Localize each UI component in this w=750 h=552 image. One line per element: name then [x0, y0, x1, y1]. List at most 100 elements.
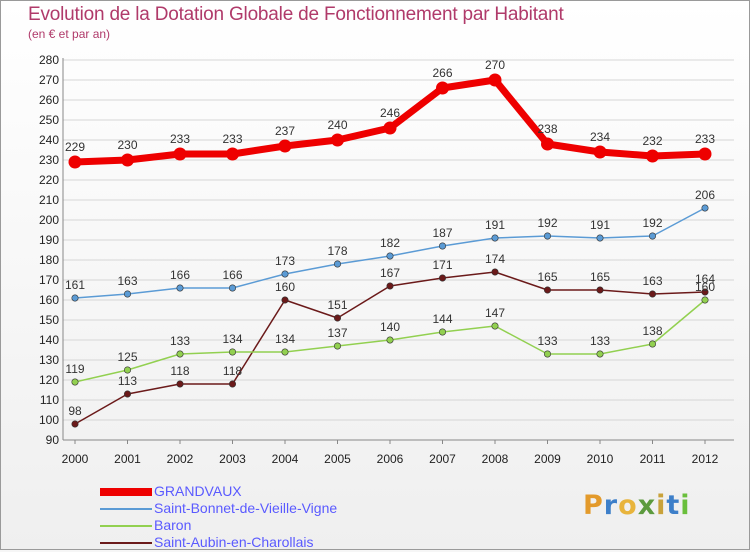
data-point: [333, 260, 341, 268]
data-point: [701, 296, 709, 304]
data-point: [281, 270, 289, 278]
y-tick-label: 150: [39, 313, 59, 327]
data-label: 140: [380, 320, 400, 334]
x-tick-label: 2008: [482, 452, 509, 466]
y-tick-label: 170: [39, 273, 59, 287]
data-label: 233: [170, 132, 190, 146]
legend-swatch: [100, 488, 152, 496]
x-tick-label: 2006: [377, 452, 404, 466]
data-label: 178: [327, 244, 347, 258]
data-label: 233: [222, 132, 242, 146]
data-point: [543, 286, 551, 294]
data-point: [543, 350, 551, 358]
legend-swatch: [100, 542, 152, 544]
data-point: [229, 380, 237, 388]
data-label: 118: [170, 364, 189, 378]
data-point: [173, 147, 187, 161]
y-tick-label: 110: [40, 393, 59, 407]
data-label: 270: [485, 58, 505, 72]
data-label: 119: [65, 362, 84, 376]
y-tick-label: 200: [39, 213, 59, 227]
data-label: 192: [537, 216, 557, 230]
data-point: [488, 73, 502, 87]
data-label: 192: [642, 216, 662, 230]
data-point: [543, 232, 551, 240]
data-label: 98: [68, 404, 82, 418]
data-point: [438, 242, 446, 250]
data-point: [333, 342, 341, 350]
data-point: [71, 420, 79, 428]
data-label: 191: [485, 218, 505, 232]
data-label: 133: [590, 334, 610, 348]
y-tick-label: 100: [39, 413, 59, 427]
y-tick-label: 230: [39, 153, 59, 167]
y-tick-label: 250: [39, 113, 59, 127]
data-label: 144: [432, 312, 452, 326]
data-label: 191: [590, 218, 610, 232]
data-point: [124, 290, 132, 298]
data-point: [386, 336, 394, 344]
chart-subtitle: (en € et par an): [28, 27, 111, 41]
data-label: 187: [432, 226, 452, 240]
data-label: 232: [642, 134, 662, 148]
data-label: 266: [432, 66, 452, 80]
y-tick-label: 220: [39, 173, 59, 187]
data-label: 118: [223, 364, 242, 378]
data-label: 134: [275, 332, 295, 346]
logo-letter: i: [680, 490, 691, 521]
data-label: 113: [118, 374, 137, 388]
y-tick-label: 210: [39, 193, 59, 207]
data-label: 166: [222, 268, 242, 282]
x-tick-label: 2000: [62, 452, 89, 466]
data-point: [701, 204, 709, 212]
y-tick-label: 140: [39, 333, 59, 347]
y-tick-label: 120: [39, 373, 59, 387]
y-tick-label: 90: [46, 433, 60, 447]
data-label: 171: [432, 258, 452, 272]
legend-swatch: [100, 508, 152, 510]
data-point: [333, 314, 341, 322]
data-point: [593, 145, 607, 159]
y-tick-label: 270: [39, 73, 59, 87]
data-point: [491, 322, 499, 330]
y-tick-label: 260: [39, 93, 59, 107]
x-tick-label: 2010: [587, 452, 614, 466]
data-label: 230: [117, 138, 137, 152]
data-label: 133: [537, 334, 557, 348]
data-point: [491, 234, 499, 242]
data-point: [648, 290, 656, 298]
data-label: 233: [695, 132, 715, 146]
data-point: [541, 137, 554, 151]
legend-label: Baron: [154, 517, 192, 533]
logo-letter: x: [637, 490, 657, 521]
legend-swatch: [100, 525, 152, 527]
data-point: [281, 348, 289, 356]
logo-letter: P: [583, 490, 604, 521]
y-tick-label: 280: [39, 53, 59, 67]
data-point: [229, 284, 237, 292]
data-label: 133: [170, 334, 190, 348]
data-point: [646, 149, 659, 163]
data-point: [71, 378, 79, 386]
gridlines: [63, 59, 734, 441]
series-group: [68, 73, 712, 428]
data-point: [383, 121, 397, 135]
data-point: [701, 288, 709, 296]
logo-letter: i: [656, 490, 667, 521]
data-label: 237: [275, 124, 295, 138]
data-label: 160: [695, 280, 715, 294]
data-label: 240: [327, 118, 347, 132]
x-tick-label: 2012: [692, 452, 719, 466]
data-point: [648, 340, 656, 348]
data-label: 234: [590, 130, 610, 144]
data-label: 246: [380, 106, 400, 120]
data-label: 165: [590, 270, 610, 284]
x-tick-label: 2001: [114, 452, 141, 466]
data-point: [281, 296, 289, 304]
data-point: [438, 274, 446, 282]
data-point: [491, 268, 499, 276]
axes: 90 100 110 120 130 140 150 160 170 180 190 200 210 22…: [39, 53, 734, 466]
legend-label: Saint-Bonnet-de-Vieille-Vigne: [154, 500, 338, 516]
data-point: [596, 350, 604, 358]
